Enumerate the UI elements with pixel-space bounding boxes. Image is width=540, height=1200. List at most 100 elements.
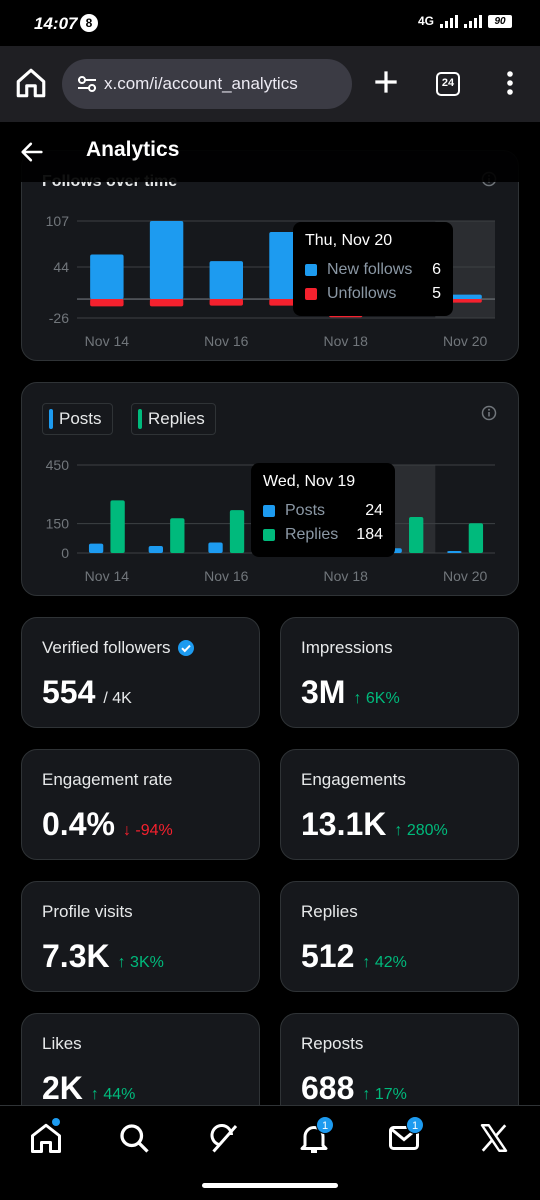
tooltip-title: Wed, Nov 19: [263, 473, 356, 490]
bar-new-follows: [448, 294, 482, 300]
stat-card-engagement-rate[interactable]: Engagement rate 0.4% ↓ -94%: [21, 749, 260, 860]
legend-swatch: [263, 529, 275, 541]
nav-messages[interactable]: 1: [386, 1116, 424, 1156]
y-tick-label: 450: [46, 457, 70, 473]
stat-label: Likes: [42, 1034, 82, 1053]
stat-label: Replies: [301, 902, 358, 921]
stat-delta: ↑ 3K%: [117, 954, 164, 971]
browser-home-icon[interactable]: [14, 66, 48, 100]
stat-value: 7.3K: [42, 938, 110, 974]
bar-replies: [409, 517, 424, 553]
nav-grok[interactable]: [206, 1120, 242, 1156]
x-tick-label: Nov 20: [443, 568, 488, 584]
new-tab-icon[interactable]: [370, 66, 402, 98]
bar-unfollows: [209, 299, 244, 306]
more-vert-icon[interactable]: [500, 68, 520, 98]
stat-label: Profile visits: [42, 902, 133, 921]
stat-delta: ↑ 17%: [362, 1086, 407, 1103]
tooltip-title: Thu, Nov 20: [305, 232, 393, 249]
nav-search[interactable]: [116, 1120, 152, 1156]
x-tick-label: Nov 18: [324, 568, 369, 584]
stat-card-impressions[interactable]: Impressions 3M ↑ 6K%: [280, 617, 519, 728]
bar-replies: [229, 510, 245, 553]
nav-x[interactable]: [476, 1120, 512, 1156]
stat-label: Engagement rate: [42, 770, 173, 789]
bar-new-follows: [149, 221, 184, 300]
tooltip-label: Replies: [284, 526, 339, 543]
tooltip-value: 6: [432, 261, 441, 278]
bar-unfollows: [448, 299, 482, 303]
legend-swatch: [305, 288, 317, 300]
stat-delta: ↑ 42%: [362, 954, 407, 971]
signal-icon-2: [464, 14, 482, 28]
tooltip-label: Unfollows: [327, 285, 397, 302]
address-bar[interactable]: x.com/i/account_analytics: [62, 59, 352, 109]
bar-posts: [447, 551, 462, 553]
stat-value: 554: [42, 674, 96, 710]
legend-replies-toggle[interactable]: Replies: [131, 403, 216, 435]
home-icon: [31, 1123, 61, 1153]
info-icon[interactable]: [481, 405, 497, 421]
stat-delta: ↓ -94%: [122, 822, 173, 839]
tooltip-value: 184: [356, 526, 383, 543]
legend-swatch: [305, 264, 317, 276]
legend-label: Posts: [59, 409, 102, 428]
y-tick-label: 107: [46, 213, 70, 229]
tab-switcher-button[interactable]: 24: [436, 72, 460, 96]
stat-value: 13.1K: [301, 806, 387, 842]
site-settings-icon[interactable]: [76, 74, 98, 94]
nav-home[interactable]: [28, 1118, 64, 1156]
stat-card-verified-followers[interactable]: Verified followers 554 / 4K: [21, 617, 260, 728]
stat-card-profile-visits[interactable]: Profile visits 7.3K ↑ 3K%: [21, 881, 260, 992]
stat-delta: ↑ 280%: [394, 822, 448, 839]
stat-row: 7.3K ↑ 3K%: [42, 938, 164, 975]
bar-new-follows: [90, 254, 124, 300]
status-bar: 14:07 8 4G 90: [0, 0, 540, 46]
stat-delta: ↑ 44%: [90, 1086, 136, 1103]
stat-label-text: Verified followers: [42, 638, 171, 657]
stat-row: 0.4% ↓ -94%: [42, 806, 173, 843]
nav-notifications[interactable]: 1: [296, 1116, 334, 1156]
legend-swatch: [138, 409, 142, 429]
stat-row: 554 / 4K: [42, 674, 132, 711]
tooltip-row: Replies 184: [263, 523, 383, 547]
status-time: 14:07: [34, 14, 78, 33]
stat-value: 2K: [42, 1070, 83, 1106]
y-tick-label: 0: [61, 545, 69, 561]
url-text: x.com/i/account_analytics: [104, 74, 298, 93]
tooltip-value: 5: [432, 285, 441, 302]
nav-unread-dot: [52, 1118, 60, 1126]
stat-card-replies[interactable]: Replies 512 ↑ 42%: [280, 881, 519, 992]
bar-replies: [468, 523, 484, 553]
notification-count-badge: 8: [80, 14, 98, 32]
posts-chart-card: Posts Replies 450 150 0 Nov 14 Nov 16 Nov 18 N…: [21, 382, 519, 596]
legend-swatch: [263, 505, 275, 517]
tooltip-row: Posts 24: [263, 499, 383, 523]
stat-row: 2K ↑ 44%: [42, 1070, 135, 1107]
stat-label: Reposts: [301, 1034, 364, 1053]
bar-replies: [110, 500, 125, 553]
stat-row: 688 ↑ 17%: [301, 1070, 407, 1107]
follows-tooltip: Thu, Nov 20 New follows 6 Unfollows 5: [293, 222, 453, 316]
x-tick-label: Nov 16: [204, 568, 249, 584]
stat-row: 13.1K ↑ 280%: [301, 806, 448, 843]
stat-row: 3M ↑ 6K%: [301, 674, 400, 711]
legend-posts-toggle[interactable]: Posts: [42, 403, 113, 435]
stat-delta: ↑ 6K%: [353, 690, 400, 707]
stat-label: Verified followers: [42, 638, 195, 658]
notification-badge: 1: [316, 1116, 334, 1134]
stat-label: Engagements: [301, 770, 406, 789]
stat-value: 3M: [301, 674, 346, 710]
bar-posts: [208, 542, 223, 553]
verified-badge-icon: [177, 640, 194, 656]
legend-label: Replies: [148, 409, 205, 428]
bar-posts: [88, 543, 104, 553]
network-type: 4G: [417, 14, 434, 28]
back-arrow-icon[interactable]: [18, 138, 46, 166]
stat-card-engagements[interactable]: Engagements 13.1K ↑ 280%: [280, 749, 519, 860]
x-logo-icon: [480, 1124, 508, 1152]
stat-sub: / 4K: [103, 690, 132, 707]
legend-swatch: [49, 409, 53, 429]
page-title: Analytics: [86, 138, 180, 161]
messages-badge: 1: [406, 1116, 424, 1134]
